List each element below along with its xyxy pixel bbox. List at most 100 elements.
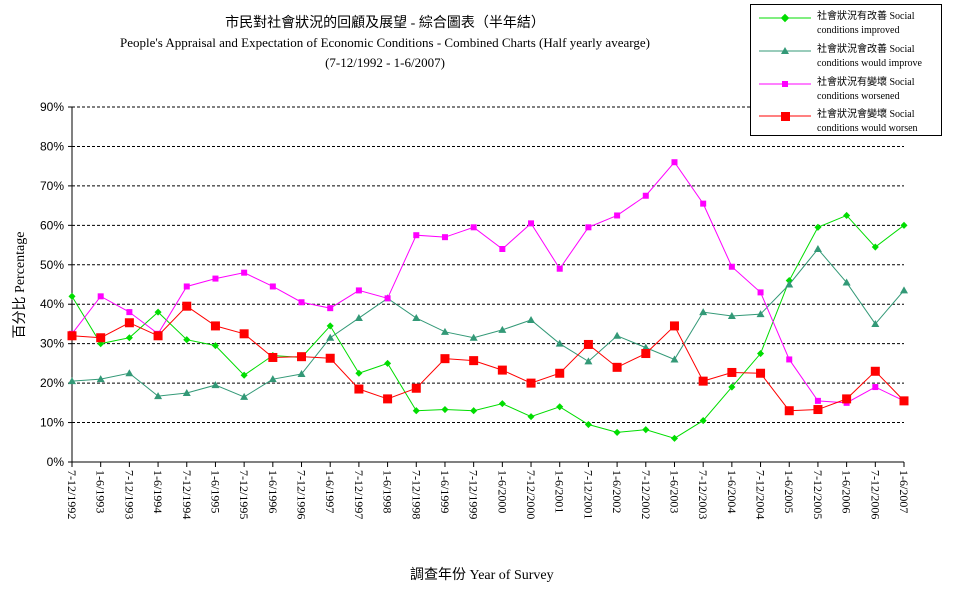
- data-point: [125, 334, 133, 342]
- chart-title: 市民對社會狀況的回顧及展望 - 綜合圖表（半年結）: [225, 16, 545, 31]
- data-point: [67, 331, 77, 341]
- data-point: [183, 336, 191, 344]
- data-point: [384, 295, 391, 302]
- series-line: [71, 305, 905, 412]
- data-point: [96, 333, 106, 343]
- data-point: [412, 407, 420, 415]
- x-tick-label: 1-6/1996: [266, 470, 280, 513]
- data-point: [757, 349, 765, 358]
- x-tick-label: 7-12/1994: [180, 470, 194, 519]
- data-point: [757, 289, 764, 296]
- data-point: [212, 275, 219, 282]
- data-point: [585, 224, 592, 231]
- y-tick-label: 80%: [40, 139, 64, 153]
- chart-period: (7-12/1992 - 1-6/2007): [325, 55, 445, 70]
- data-point: [413, 232, 420, 239]
- data-point: [383, 394, 393, 404]
- data-point: [153, 331, 163, 341]
- data-point: [268, 352, 278, 362]
- series-line: [71, 161, 905, 404]
- data-point: [870, 366, 880, 376]
- data-point: [669, 321, 679, 331]
- data-point: [440, 354, 450, 364]
- data-point: [698, 376, 708, 386]
- data-point: [613, 331, 622, 339]
- y-tick-label: 60%: [40, 218, 64, 232]
- data-point: [124, 318, 134, 328]
- data-point: [612, 362, 622, 372]
- x-tick-label: 1-6/2002: [610, 470, 624, 513]
- data-point: [412, 314, 421, 322]
- y-tick-label: 20%: [40, 376, 64, 390]
- data-point: [613, 428, 621, 436]
- x-tick-label: 1-6/1993: [94, 470, 108, 513]
- data-point: [784, 406, 794, 416]
- data-point: [584, 420, 592, 429]
- x-tick-label: 7-12/2001: [581, 470, 595, 519]
- data-point: [210, 321, 220, 331]
- data-point: [756, 310, 765, 318]
- data-point: [441, 406, 449, 414]
- data-point: [813, 245, 822, 252]
- data-point: [441, 234, 448, 241]
- data-point: [584, 357, 593, 365]
- x-axis-label: 調查年份 Year of Survey: [410, 568, 554, 583]
- data-point: [614, 212, 621, 219]
- data-point: [411, 383, 421, 393]
- data-point: [182, 388, 191, 396]
- x-tick-label: 7-12/1993: [122, 470, 136, 519]
- x-tick-label: 7-12/2000: [524, 470, 538, 519]
- x-tick-label: 7-12/1996: [295, 470, 309, 519]
- data-point: [814, 397, 821, 404]
- series-line: [71, 214, 905, 439]
- x-tick-label: 1-6/2005: [782, 470, 796, 513]
- data-point: [700, 200, 707, 207]
- x-tick-label: 1-6/1998: [381, 470, 395, 513]
- data-point: [727, 312, 736, 320]
- data-point: [872, 384, 879, 391]
- y-tick-label: 40%: [40, 297, 64, 311]
- data-point: [642, 192, 649, 199]
- data-point: [269, 283, 276, 290]
- data-point: [470, 224, 477, 231]
- data-point: [670, 355, 679, 363]
- x-tick-label: 7-12/1995: [237, 470, 251, 519]
- data-point: [182, 301, 192, 311]
- data-point: [498, 325, 507, 333]
- data-point: [211, 342, 219, 350]
- data-point: [239, 329, 249, 339]
- data-point: [354, 384, 364, 394]
- data-point: [871, 319, 880, 327]
- data-point: [126, 309, 133, 316]
- x-tick-label: 7-12/2006: [868, 470, 882, 519]
- data-point: [497, 365, 507, 375]
- data-point: [728, 383, 736, 391]
- x-tick-label: 7-12/1998: [409, 470, 423, 519]
- data-point: [843, 211, 851, 220]
- series-line: [71, 248, 905, 398]
- legend: 社會狀況有改善 Social conditions improved 社會狀況會改…: [750, 4, 942, 136]
- y-tick-label: 30%: [40, 337, 64, 351]
- data-point: [241, 269, 248, 276]
- data-point: [671, 159, 678, 166]
- legend-item-improved: 社會狀況有改善 Social conditions improved: [751, 7, 941, 39]
- data-point: [899, 396, 909, 406]
- data-point: [526, 378, 536, 388]
- x-tick-label: 7-12/1992: [65, 470, 79, 519]
- data-point: [183, 283, 190, 290]
- data-point: [813, 405, 823, 415]
- data-point: [384, 359, 392, 367]
- data-point: [699, 308, 708, 316]
- data-point: [154, 308, 162, 316]
- data-point: [240, 392, 249, 400]
- x-tick-label: 1-6/2006: [840, 470, 854, 513]
- x-tick-label: 1-6/1994: [151, 470, 165, 513]
- x-tick-label: 7-12/1999: [467, 470, 481, 519]
- x-tick-label: 1-6/2003: [667, 470, 681, 513]
- data-point: [354, 314, 363, 322]
- x-tick-label: 1-6/2000: [495, 470, 509, 513]
- y-tick-label: 70%: [40, 179, 64, 193]
- data-point: [786, 356, 793, 363]
- data-point: [355, 287, 362, 294]
- data-point: [555, 368, 565, 378]
